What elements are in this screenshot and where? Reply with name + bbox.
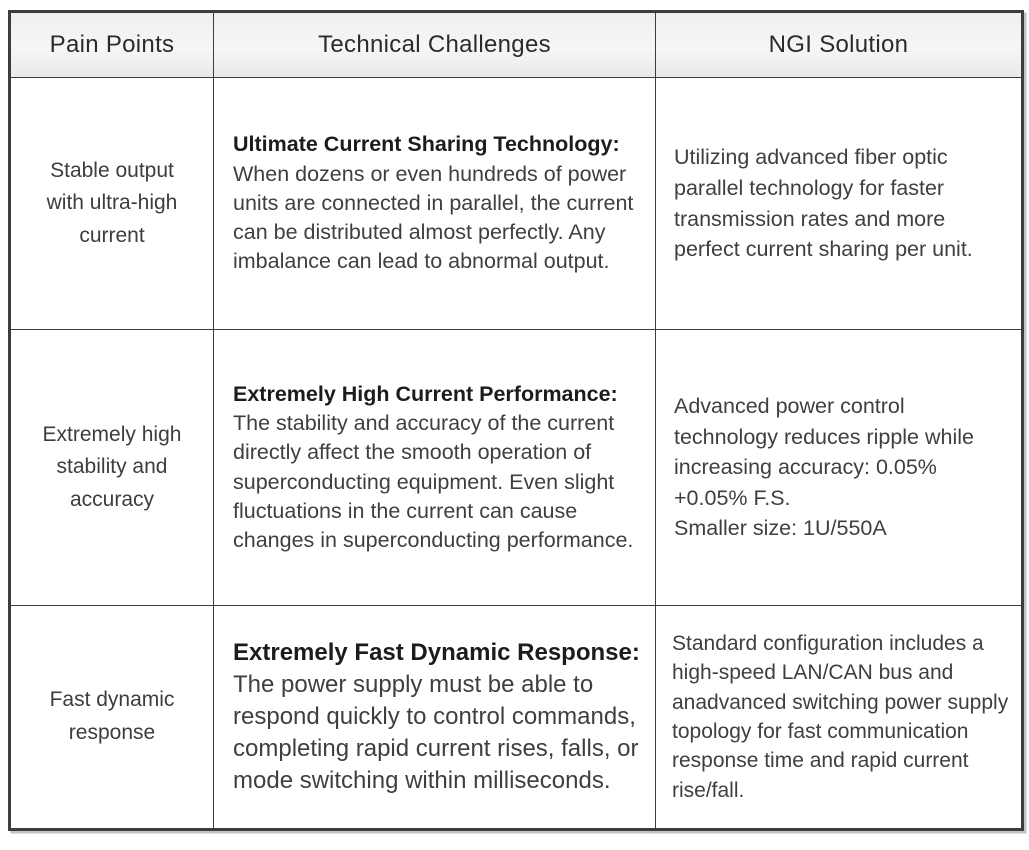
ngi-solution-cell: Standard configuration includes a high-s…	[655, 605, 1023, 830]
table-row: Fast dynamic response Extremely Fast Dyn…	[9, 605, 1023, 830]
header-cell-ngi-solution: NGI Solution	[655, 11, 1023, 78]
technical-challenge-cell: Ultimate Current Sharing Technology: Whe…	[213, 77, 656, 330]
ngi-solution-cell: Utilizing advanced fiber optic parallel …	[655, 77, 1023, 330]
header-cell-technical-challenges: Technical Challenges	[213, 11, 656, 78]
challenge-title: Ultimate Current Sharing Technology:	[233, 132, 620, 157]
challenge-body: The power supply must be able to respond…	[233, 671, 639, 794]
table-row: Extremely high stability and accuracy Ex…	[9, 329, 1023, 606]
pain-point-cell: Fast dynamic response	[9, 605, 214, 830]
technical-challenge-cell: Extremely Fast Dynamic Response: The pow…	[213, 605, 656, 830]
pain-points-comparison-table: Pain Points Technical Challenges NGI Sol…	[8, 10, 1024, 831]
table-row: Stable output with ultra-high current Ul…	[9, 77, 1023, 330]
challenge-title: Extremely High Current Performance:	[233, 381, 618, 406]
technical-challenge-cell: Extremely High Current Performance: The …	[213, 329, 656, 606]
challenge-body: When dozens or even hundreds of power un…	[233, 161, 634, 274]
pain-point-cell: Extremely high stability and accuracy	[9, 329, 214, 606]
comparison-table-container: Pain Points Technical Challenges NGI Sol…	[8, 10, 1024, 831]
challenge-body: The stability and accuracy of the curren…	[233, 411, 634, 552]
table-header-row: Pain Points Technical Challenges NGI Sol…	[9, 11, 1023, 78]
pain-point-cell: Stable output with ultra-high current	[9, 77, 214, 330]
challenge-title: Extremely Fast Dynamic Response:	[233, 639, 640, 667]
header-cell-pain-points: Pain Points	[9, 11, 214, 78]
ngi-solution-cell: Advanced power control technology reduce…	[655, 329, 1023, 606]
